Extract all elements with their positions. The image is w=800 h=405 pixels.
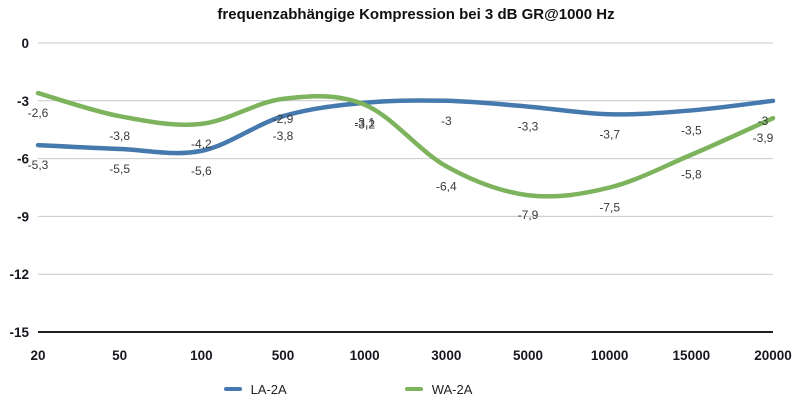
data-label-wa-2a: -4,2 (191, 137, 212, 151)
legend-label-wa-2a: WA-2A (431, 381, 473, 397)
y-axis-tick-label: 0 (21, 36, 29, 51)
data-label-la-2a: -3,5 (681, 123, 702, 137)
data-label-la-2a: -3 (441, 114, 452, 128)
data-label-wa-2a: -2,9 (273, 112, 294, 126)
legend-item-wa-2a[interactable]: WA-2A (404, 381, 473, 397)
data-label-la-2a: -5,5 (109, 162, 130, 176)
y-axis-tick-label: -15 (9, 325, 29, 340)
x-axis-tick-label: 20000 (754, 348, 792, 363)
x-axis-tick-label: 20 (30, 348, 45, 363)
x-axis-tick-label: 10000 (591, 348, 629, 363)
data-label-la-2a: -3 (758, 114, 769, 128)
y-axis-tick-label: -9 (17, 209, 29, 224)
x-axis-tick-label: 5000 (513, 348, 543, 363)
data-label-wa-2a: -6,4 (436, 179, 457, 193)
y-axis-tick-label: -3 (17, 94, 29, 109)
data-label-la-2a: -5,6 (191, 164, 212, 178)
legend: LA-2A WA-2A (0, 379, 748, 399)
data-label-wa-2a: -3,9 (753, 131, 774, 145)
legend-item-la-2a[interactable]: LA-2A (223, 381, 287, 397)
data-label-la-2a: -3,1 (354, 116, 375, 130)
y-axis-tick-label: -12 (9, 267, 29, 282)
data-label-wa-2a: -7,9 (518, 208, 539, 222)
series-line-la-2a[interactable] (35, 98, 776, 156)
chart-title: frequenzabhängige Kompression bei 3 dB G… (217, 6, 615, 23)
data-label-la-2a: -3,8 (273, 129, 294, 143)
legend-label-la-2a: LA-2A (250, 381, 287, 397)
data-label-wa-2a: -7,5 (599, 201, 620, 215)
y-axis-tick-label: -6 (17, 152, 29, 167)
data-label-wa-2a: -3,8 (109, 129, 130, 143)
x-axis-tick-label: 15000 (673, 348, 711, 363)
x-axis-tick-label: 3000 (431, 348, 461, 363)
x-axis-tick-label: 1000 (350, 348, 380, 363)
data-label-la-2a: -5,3 (28, 158, 49, 172)
data-label-la-2a: -3,7 (599, 127, 620, 141)
la-2a-line-swatch (223, 387, 242, 391)
x-axis-tick-label: 100 (190, 348, 213, 363)
series-line-wa-2a[interactable] (35, 90, 776, 199)
data-label-wa-2a: -5,8 (681, 168, 702, 182)
wa-2a-line-swatch (404, 387, 423, 391)
x-axis-tick-label: 500 (272, 348, 295, 363)
x-axis-tick-label: 50 (112, 348, 127, 363)
data-label-wa-2a: -2,6 (28, 106, 49, 120)
data-label-wa-2a: -3,2 (354, 118, 375, 132)
data-label-la-2a: -3,3 (518, 120, 539, 134)
